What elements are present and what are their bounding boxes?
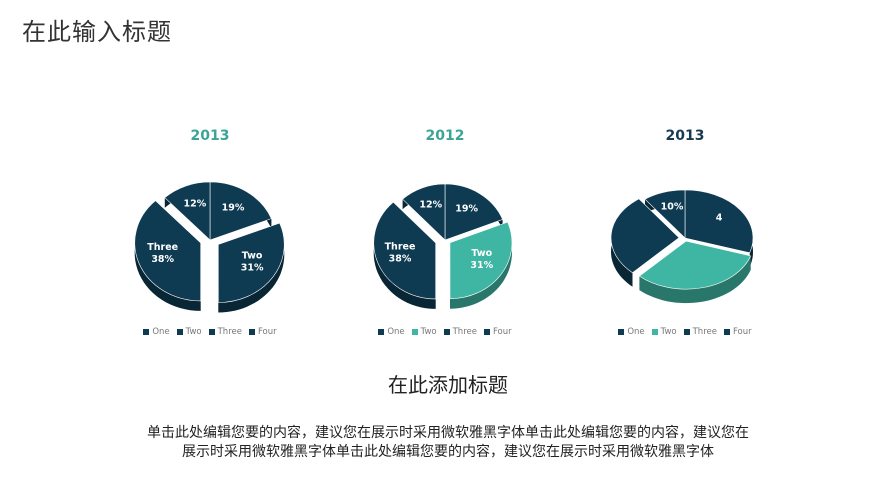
legend-swatch xyxy=(411,329,418,335)
legend-swatch xyxy=(378,329,385,335)
legend-swatch xyxy=(443,329,450,335)
chart-legend: One Two Three Four xyxy=(585,327,785,337)
pie-slice-side-three xyxy=(134,200,201,311)
pie-slice-one xyxy=(444,183,504,241)
data-label-two: Two 31% xyxy=(241,251,264,274)
legend-label: Two xyxy=(185,327,202,337)
legend-swatch xyxy=(248,329,255,335)
legend-item-one: One xyxy=(618,327,645,337)
section-subtitle: 在此添加标题 xyxy=(388,373,508,397)
legend-swatch xyxy=(143,329,150,335)
chart-title: 2013 xyxy=(190,128,230,144)
pie-slice-four xyxy=(402,183,446,241)
legend-label: Three xyxy=(217,327,242,337)
data-label-one: 19% xyxy=(222,202,245,213)
pie-chart-2: 2012 19% Two 31% Three 38% 12% One Two Three Fou… xyxy=(345,120,545,350)
data-label-four: 12% xyxy=(419,200,442,211)
data-label-four: 12% xyxy=(184,199,207,210)
legend-item-two: Two xyxy=(651,327,677,337)
pie-chart-svg: 4 10% xyxy=(610,189,754,304)
body-text: 单击此处编辑您要的内容，建议您在展示时采用微软雅黑字体单击此处编辑您要的内容，建… xyxy=(60,424,836,462)
pie-slice-three xyxy=(134,200,202,302)
pie-slice-side-two xyxy=(450,222,512,309)
legend-swatch xyxy=(683,329,690,335)
pie-slice-three xyxy=(373,201,437,300)
legend-item-one: One xyxy=(378,327,405,337)
pie-slice-three xyxy=(610,198,680,274)
chart-title: 2012 xyxy=(425,128,465,144)
legend-swatch xyxy=(723,329,730,335)
pie-chart-svg: 19% Two 31% Three 38% 12% xyxy=(134,181,285,313)
body-line-1: 单击此处编辑您要的内容，建议您在展示时采用微软雅黑字体单击此处编辑您要的内容，建… xyxy=(147,425,749,441)
legend-item-four: Four xyxy=(723,327,752,337)
pie-slice-two xyxy=(449,221,513,300)
legend-label: Two xyxy=(660,327,677,337)
chart-legend: One Two Three Four xyxy=(345,327,545,337)
legend-label: Four xyxy=(492,327,512,337)
legend-item-two: Two xyxy=(411,327,437,337)
legend-label: Three xyxy=(452,327,477,337)
data-label-three: Three 38% xyxy=(147,242,178,265)
pie-slice-one xyxy=(209,181,272,241)
pie-slice-four xyxy=(164,181,211,241)
pie-slice-side-two xyxy=(218,223,285,313)
data-label-two: Two 31% xyxy=(470,248,493,271)
pie-chart-3: 2013 4 10% One Two Three Four xyxy=(585,120,785,350)
pie-slice-side-two xyxy=(639,255,751,304)
legend-item-four: Four xyxy=(248,327,277,337)
chart-legend: One Two Three Four xyxy=(110,327,310,337)
data-label-three: Three 38% xyxy=(385,242,416,265)
pie-slice-two xyxy=(217,222,285,303)
chart-title: 2013 xyxy=(665,128,705,144)
legend-item-three: Three xyxy=(443,327,477,337)
legend-item-three: Three xyxy=(208,327,242,337)
pie-slice-one xyxy=(684,189,754,254)
pie-slice-four xyxy=(644,189,686,239)
pie-chart-svg: 19% Two 31% Three 38% 12% xyxy=(373,183,513,309)
legend-item-four: Four xyxy=(483,327,512,337)
legend-label: Three xyxy=(692,327,717,337)
legend-item-three: Three xyxy=(683,327,717,337)
data-label-four: 10% xyxy=(661,202,684,213)
legend-item-two: Two xyxy=(176,327,202,337)
legend-swatch xyxy=(176,329,183,335)
data-label-one: 4 xyxy=(716,213,723,224)
pie-chart-1: 2013 19% Two 31% Three 38% 12% One Two Three Fou… xyxy=(110,120,310,350)
body-line-2: 展示时采用微软雅黑字体单击此处编辑您要的内容，建议您在展示时采用微软雅黑字体 xyxy=(182,444,714,460)
legend-swatch xyxy=(483,329,490,335)
legend-label: One xyxy=(387,327,405,337)
legend-label: Four xyxy=(732,327,752,337)
pie-slice-two xyxy=(638,240,752,290)
page-title: 在此输入标题 xyxy=(22,18,172,46)
legend-item-one: One xyxy=(143,327,170,337)
legend-swatch xyxy=(208,329,215,335)
data-label-one: 19% xyxy=(455,203,478,214)
legend-label: Two xyxy=(420,327,437,337)
legend-swatch xyxy=(651,329,658,335)
legend-label: Four xyxy=(257,327,277,337)
legend-label: One xyxy=(152,327,170,337)
legend-swatch xyxy=(618,329,625,335)
legend-label: One xyxy=(627,327,645,337)
pie-slice-side-three xyxy=(373,202,436,309)
